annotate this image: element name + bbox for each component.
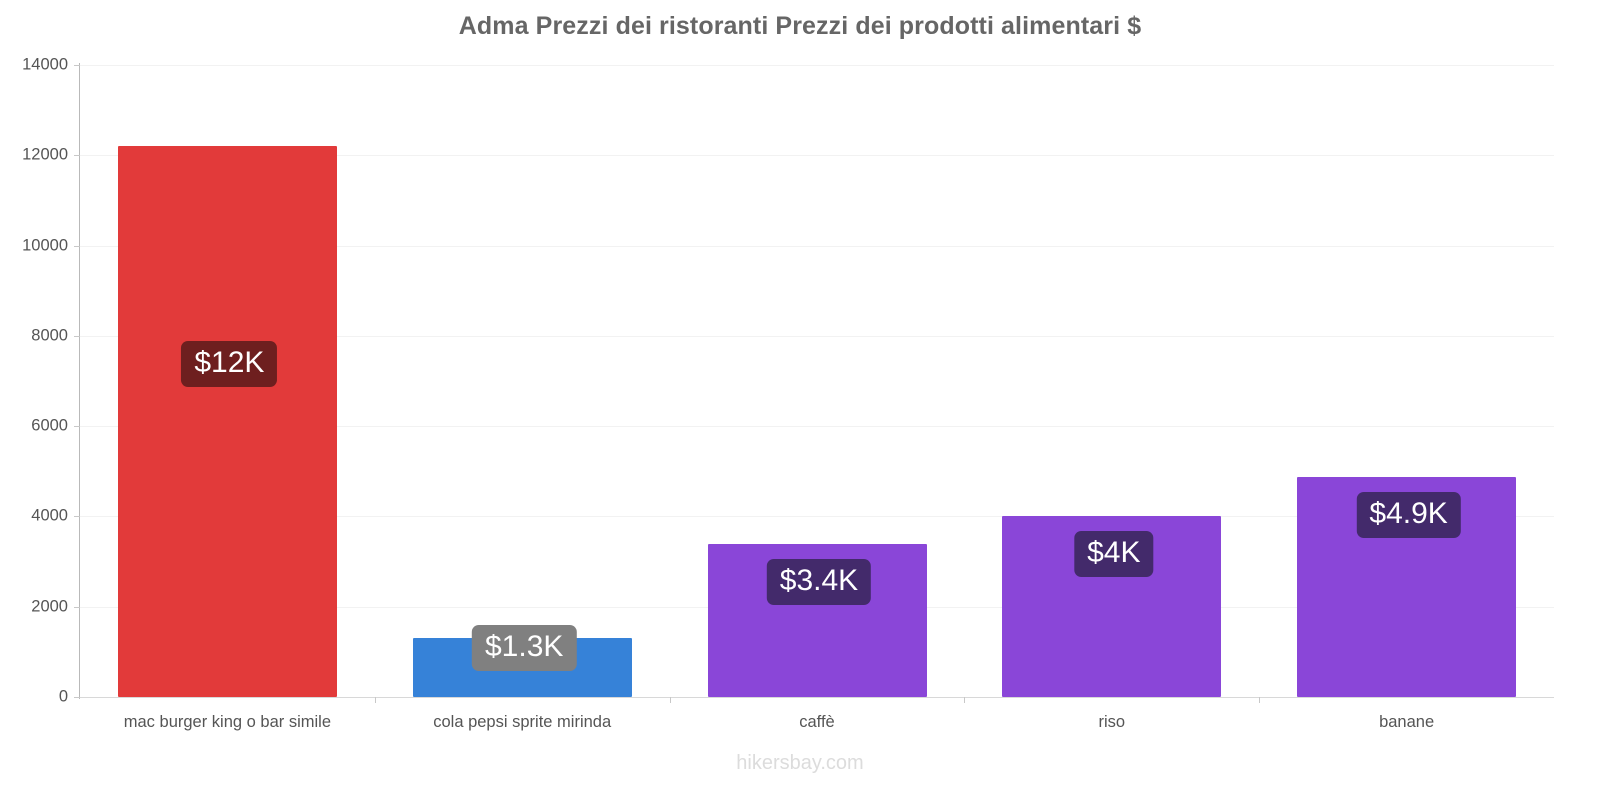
plot-area: $12K $1.3K $3.4K $4K $4.9K (80, 65, 1554, 698)
footer-watermark: hikersbay.com (736, 752, 864, 774)
x-axis-tick-label: banane (1379, 713, 1435, 731)
gridline (80, 426, 1554, 428)
y-axis-tick-mark (74, 426, 80, 428)
y-axis-tick-label: 8000 (31, 326, 68, 345)
gridline (80, 65, 1554, 66)
y-axis-tick-label: 2000 (31, 597, 68, 616)
bar-value-label: $3.4K (766, 558, 872, 605)
gridline (80, 245, 1554, 247)
y-axis-tick-mark (74, 155, 80, 157)
x-axis-tick-mark (374, 697, 376, 703)
bar-value-label: $4.9K (1356, 492, 1461, 539)
y-axis-tick-mark (74, 335, 80, 337)
y-axis-tick-mark (74, 245, 80, 247)
x-axis-tick-label: mac burger king o bar simile (123, 713, 332, 731)
x-axis-line (80, 697, 1554, 698)
y-axis-tick-label: 12000 (22, 145, 68, 164)
y-axis-tick-label: 14000 (22, 55, 68, 74)
bar[interactable] (117, 146, 337, 697)
gridline (80, 335, 1554, 337)
x-axis-tick-mark (1259, 697, 1261, 703)
x-axis-tick-mark (669, 697, 671, 703)
gridline (80, 516, 1554, 518)
bar-value-label: $1.3K (471, 625, 577, 672)
gridline (80, 155, 1554, 157)
y-axis-tick-mark (74, 65, 80, 66)
x-axis-tick-mark (964, 697, 966, 703)
y-axis-tick-mark (74, 697, 80, 698)
x-axis-tick-label: cola pepsi sprite mirinda (433, 713, 612, 731)
y-axis-tick-mark (74, 516, 80, 518)
y-axis-tick-mark (74, 606, 80, 608)
bar-value-label: $12K (181, 340, 278, 387)
y-axis-line (79, 63, 80, 699)
y-axis-tick-label: 10000 (22, 236, 68, 255)
y-axis-tick-label: 0 (58, 687, 68, 706)
y-axis-tick-label: 4000 (31, 506, 68, 525)
x-axis-tick-label: riso (1098, 713, 1126, 731)
y-axis-tick-label: 6000 (31, 416, 68, 435)
bar-value-label: $4K (1074, 531, 1154, 578)
page-title: Adma Prezzi dei ristoranti Prezzi dei pr… (458, 12, 1142, 40)
x-axis-tick-label: caffè (799, 713, 835, 731)
